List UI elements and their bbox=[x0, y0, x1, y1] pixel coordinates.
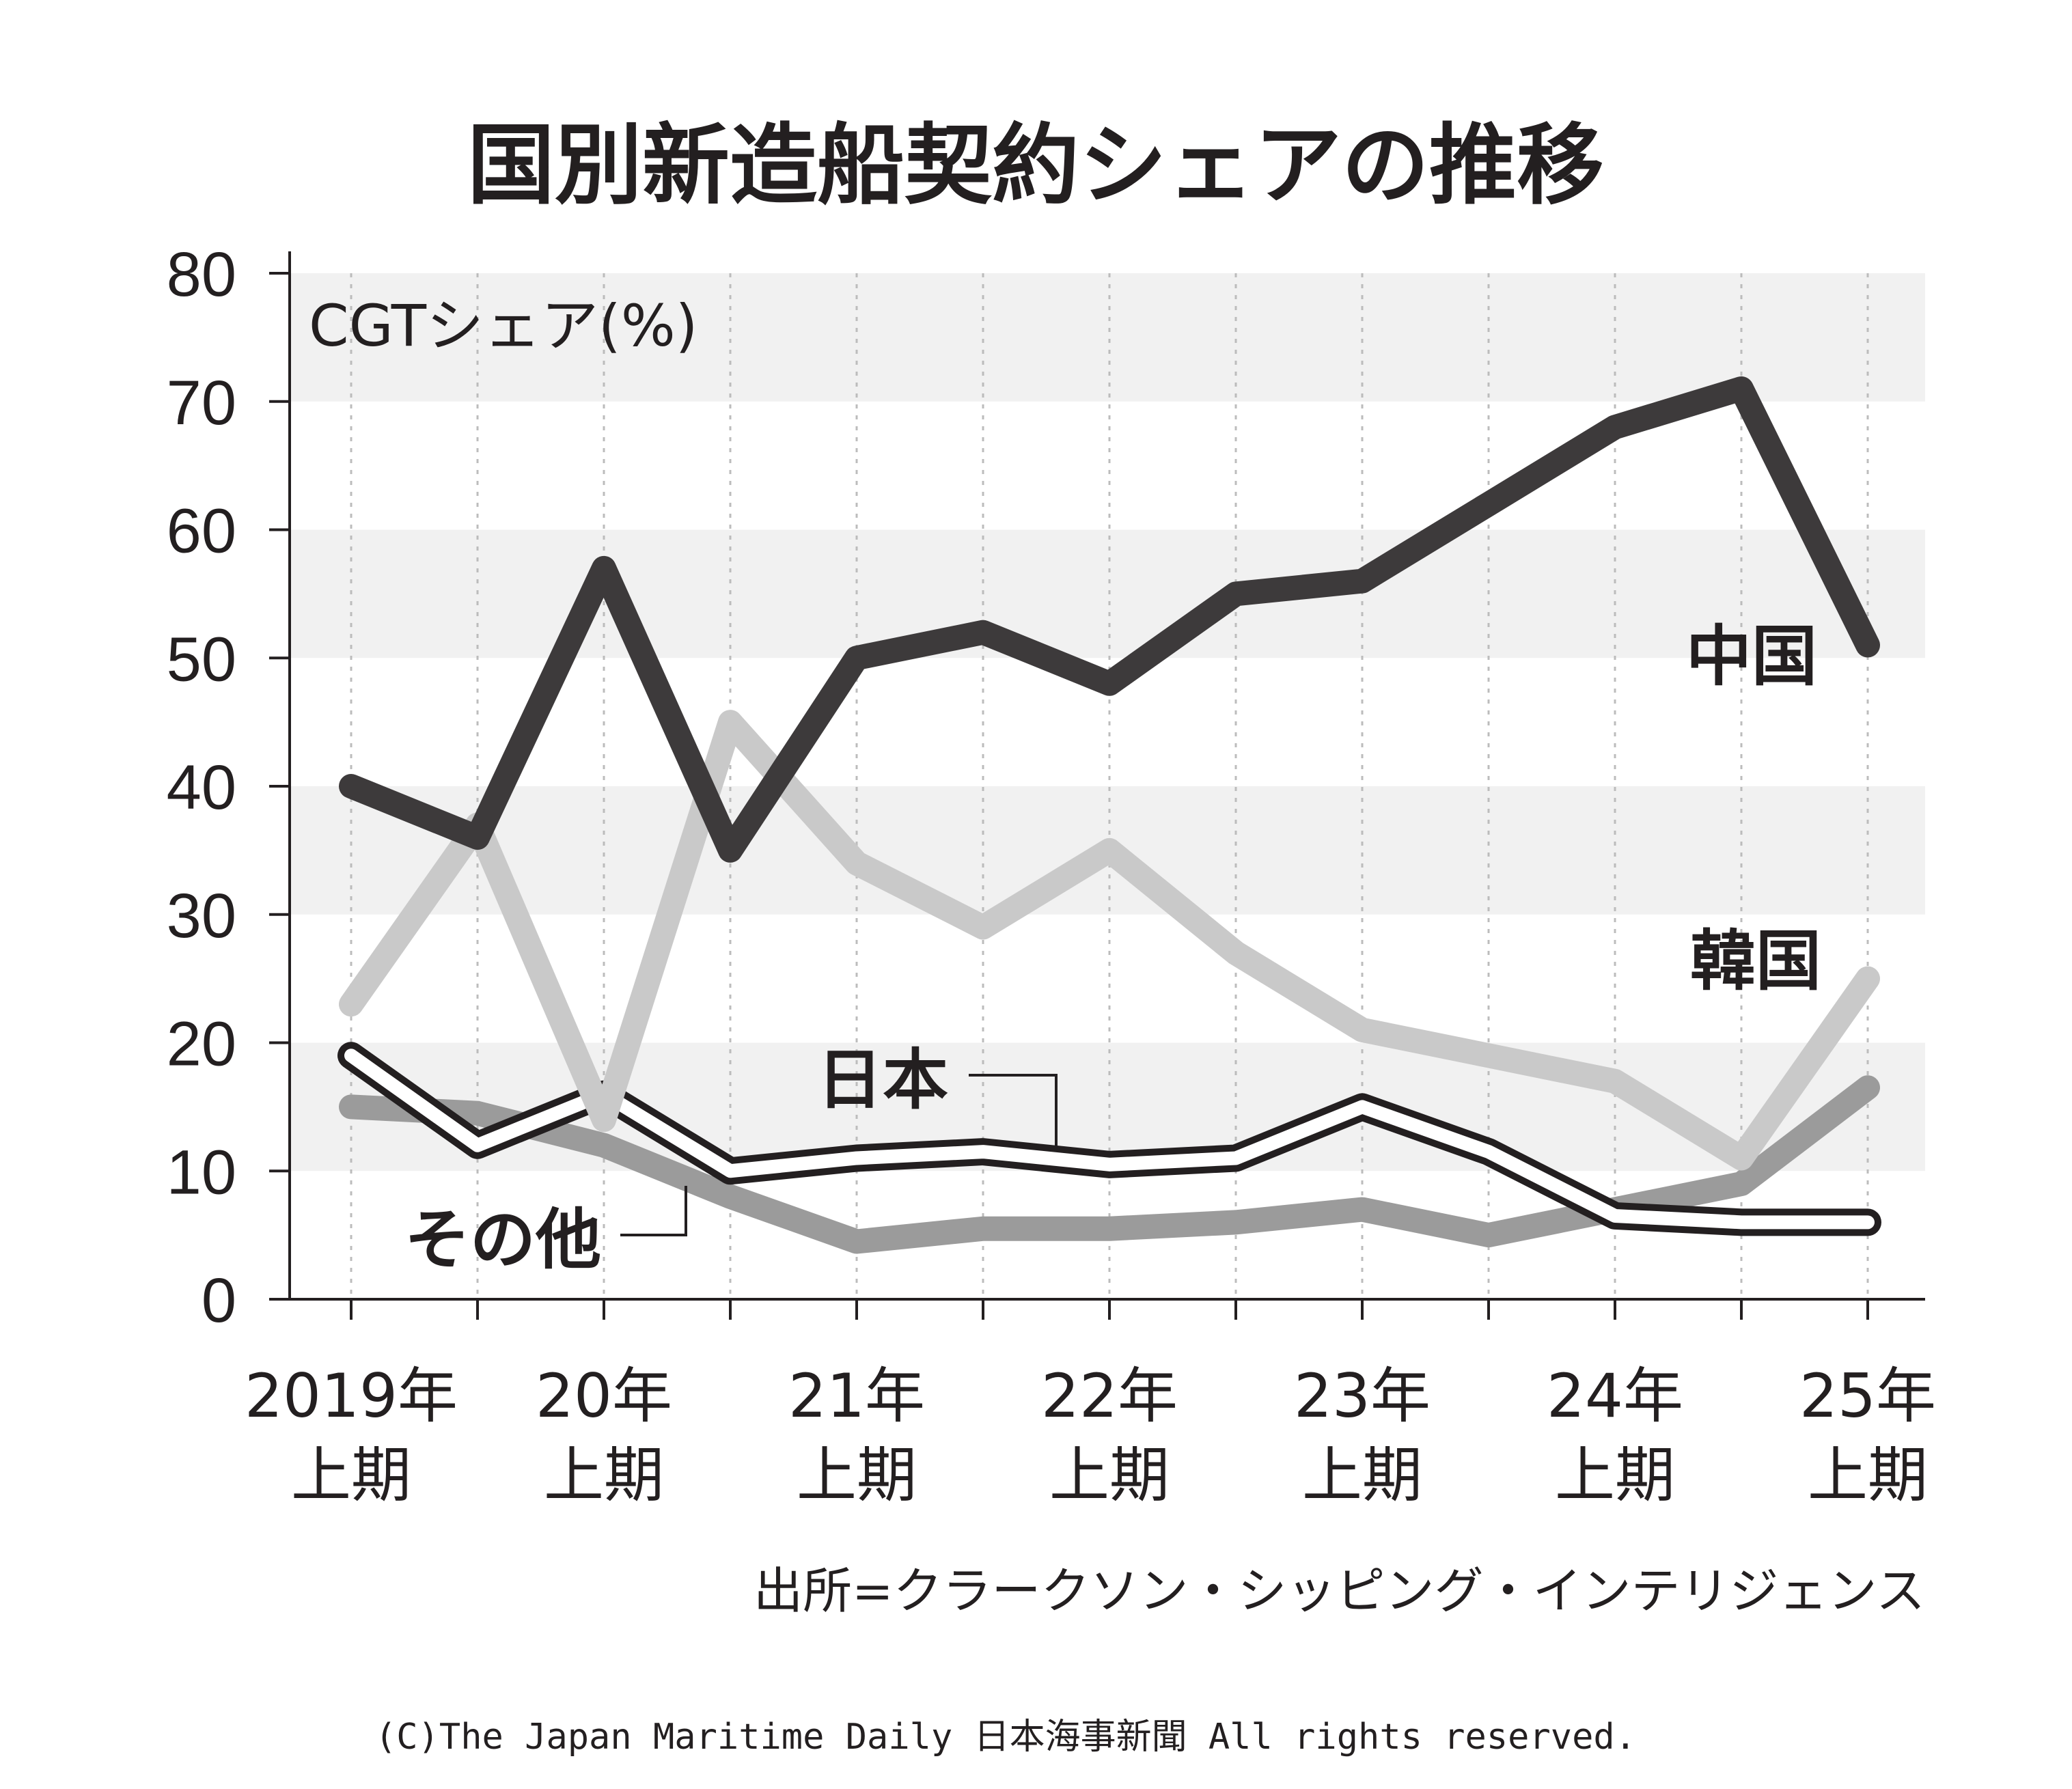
x-tick-label-6-line1: 25年 bbox=[1799, 1361, 1936, 1431]
x-tick-label-4-line2: 上期 bbox=[1302, 1440, 1422, 1510]
y-tick-label-50: 50 bbox=[167, 624, 236, 694]
x-tick-label-6-line2: 上期 bbox=[1808, 1440, 1928, 1510]
x-tick-label-0-line2: 上期 bbox=[291, 1440, 411, 1510]
leader-line-others bbox=[620, 1186, 687, 1236]
band-3 bbox=[290, 273, 1925, 402]
x-tick-label-4-line1: 23年 bbox=[1294, 1361, 1431, 1431]
band-2 bbox=[290, 529, 1925, 658]
leader-line-japan bbox=[969, 1074, 1058, 1148]
series-lines bbox=[337, 376, 1881, 1254]
y-tick-label-40: 40 bbox=[167, 753, 236, 822]
y-tick-label-30: 30 bbox=[167, 881, 236, 951]
y-axis-unit-label: CGTシェア(%) bbox=[309, 292, 697, 359]
x-tick-label-1-line1: 20年 bbox=[536, 1361, 672, 1431]
x-tick-label-5-line2: 上期 bbox=[1555, 1440, 1675, 1510]
series-line-korea bbox=[339, 710, 1880, 1171]
series-label-japan: 日本 bbox=[817, 1042, 948, 1118]
x-tick-label-1-line2: 上期 bbox=[544, 1440, 664, 1510]
y-tick-label-0: 0 bbox=[202, 1266, 236, 1335]
copyright-note: (C)The Japan Maritime Daily 日本海事新聞 All r… bbox=[375, 1717, 1636, 1758]
source-note: 出所=クラークソン・シッピング・インテリジェンス bbox=[754, 1562, 1925, 1620]
x-tick-label-2-line1: 21年 bbox=[788, 1361, 925, 1431]
series-label-others: その他 bbox=[404, 1202, 601, 1278]
x-tick-label-3-line1: 22年 bbox=[1041, 1361, 1178, 1431]
series-label-korea: 韓国 bbox=[1690, 923, 1821, 999]
label-leader-lines bbox=[620, 1074, 1058, 1236]
x-tick-label-5-line1: 24年 bbox=[1547, 1361, 1683, 1431]
series-label-china: 中国 bbox=[1686, 618, 1817, 695]
chart-title: 国別新造船契約シェアの推移 bbox=[467, 115, 1604, 217]
y-tick-label-20: 20 bbox=[167, 1010, 236, 1079]
y-tick-labels: 0 10 20 30 40 50 60 70 80 bbox=[167, 240, 236, 1335]
x-tick-label-3-line2: 上期 bbox=[1049, 1440, 1170, 1510]
y-tick-label-10: 10 bbox=[167, 1137, 236, 1207]
y-tick-label-60: 60 bbox=[167, 497, 236, 566]
y-tick-label-70: 70 bbox=[167, 368, 236, 438]
x-tick-label-2-line2: 上期 bbox=[797, 1440, 917, 1510]
x-tick-label-0-line1: 2019年 bbox=[245, 1361, 458, 1431]
series-line-china bbox=[339, 376, 1880, 863]
axes bbox=[269, 251, 1925, 1320]
y-tick-label-80: 80 bbox=[167, 240, 236, 309]
